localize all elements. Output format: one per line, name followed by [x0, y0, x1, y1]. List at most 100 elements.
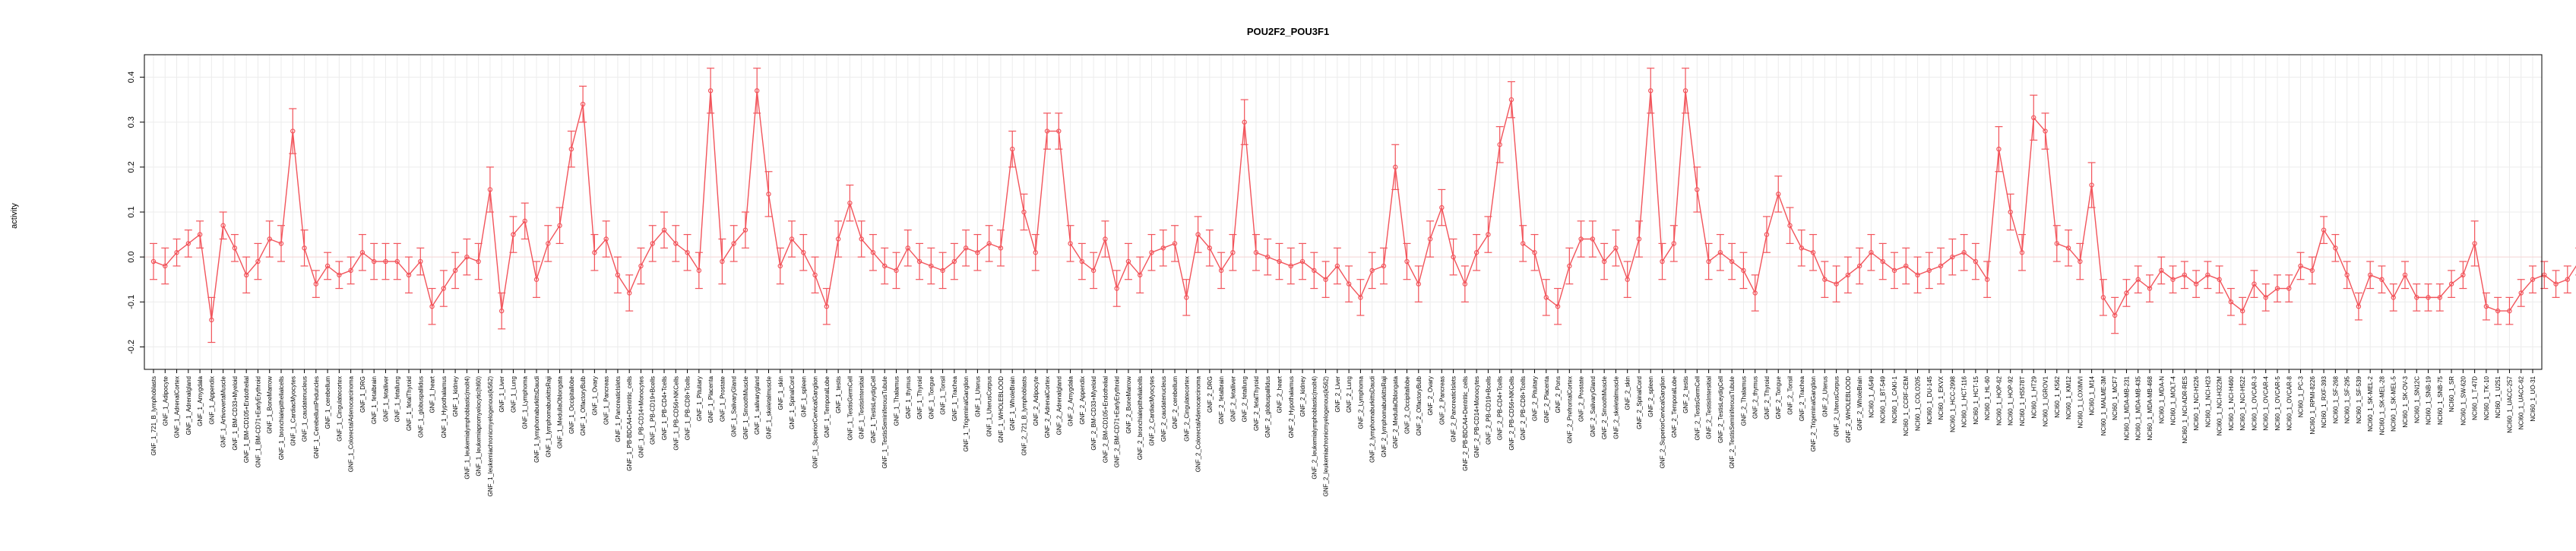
data-point	[498, 308, 505, 314]
data-point	[789, 236, 795, 242]
x-tick-label: GNF_2_Placenta	[1543, 375, 1550, 423]
data-point	[2170, 277, 2176, 282]
x-tick-label: GNF_1_Trachea	[951, 375, 958, 421]
x-tick-label: NCI60_1_HOP-92	[2008, 375, 2014, 425]
x-tick-label: GNF_1_globuspallidus	[417, 376, 424, 438]
x-tick-label: GNF_2_721_B_lymphoblasts	[1021, 376, 1027, 456]
data-point	[870, 250, 876, 255]
x-tick-label: GNF_2_Ovary	[1427, 376, 1434, 416]
x-tick-label: GNF_2_Lymphoma	[1357, 375, 1364, 429]
data-point	[2182, 272, 2188, 277]
data-point	[835, 236, 841, 242]
data-point	[452, 268, 458, 274]
x-tick-label: GNF_2_Trachea	[1799, 375, 1805, 421]
x-tick-label: NCI60_1_HS578T	[2019, 376, 2026, 426]
x-tick-label: GNF_2_fetalliver	[1229, 376, 1236, 422]
x-tick-label: GNF_2_TemporalLobe	[1671, 375, 1678, 437]
x-tick-label: NCI60_1_NCI-H23	[2204, 375, 2211, 427]
data-point	[487, 187, 493, 192]
data-point	[150, 258, 157, 264]
data-point	[1613, 245, 1619, 251]
data-point	[1532, 250, 1537, 255]
data-point	[1822, 277, 1828, 282]
data-point	[1277, 258, 1282, 264]
x-tick-label: GNF_1_TestisSeminiferousTubule	[881, 375, 888, 468]
x-tick-label: GNF_2_OlfactoryBulb	[1416, 375, 1422, 435]
x-tick-label: NCI60_1_PC-3	[2298, 375, 2305, 417]
data-point	[1230, 250, 1236, 255]
x-tick-label: GNF_2_TestisGermCell	[1694, 376, 1701, 441]
data-point	[1660, 258, 1665, 264]
x-tick-label: GNF_1_caudatenucleus	[302, 376, 309, 442]
x-tick-label: GNF_1_lymphomaburkittsDaudi	[533, 376, 540, 463]
data-point	[1253, 250, 1259, 255]
x-tick-label: GNF_1_spleen	[800, 376, 807, 417]
x-tick-label: GNF_1_Amygdala	[197, 375, 204, 426]
x-tick-label: GNF_1_fetallung	[394, 376, 401, 422]
x-tick-label: GNF_2_ColorectalAdenocarcinoma	[1195, 375, 1202, 472]
data-point	[1138, 272, 1143, 277]
data-point	[2460, 272, 2466, 277]
x-tick-label: GNF_2_Hypothalamus	[1288, 376, 1295, 438]
data-point	[1810, 250, 1816, 255]
data-point	[2426, 295, 2431, 300]
x-tick-label: GNF_1_UterusCorpus	[986, 376, 993, 437]
x-tick-label: GNF_2_Pancreas	[1438, 376, 1445, 425]
data-point	[975, 250, 980, 255]
x-tick-label: NCI60_1_SK-MEL-28	[2378, 375, 2385, 435]
data-point	[1288, 263, 1293, 269]
data-point	[2437, 295, 2443, 300]
x-tick-label: GNF_2_Amygdala	[1068, 375, 1074, 426]
x-tick-label: GNF_1_skeletalmuscle	[765, 375, 772, 439]
x-tick-label: GNF_2_PB-CD4+Tcells	[1497, 376, 1504, 440]
data-point	[278, 241, 284, 246]
x-tick-label: GNF_2_Pituitary	[1532, 376, 1539, 421]
x-tick-label: GNF_1_Hypothalamus	[441, 376, 448, 438]
x-tick-label: GNF_2_leukemiachronicmyelogenous(k562)	[1323, 376, 1330, 497]
x-tick-label: NCI60_1_RPMI-8226	[2309, 375, 2316, 434]
x-tick-label: GNF_1_OlfactoryBulb	[580, 375, 587, 435]
y-tick-label: 0.1	[127, 206, 136, 217]
x-tick-label: NCI60_1_K562	[2054, 375, 2061, 417]
data-point	[1706, 258, 1711, 264]
data-point	[2333, 245, 2338, 251]
data-point	[812, 272, 818, 277]
x-tick-label: GNF_2_bronchialepithelialcells	[1137, 376, 1144, 460]
x-tick-label: NCI60_1_HCT-15	[1973, 375, 1979, 424]
x-tick-label: GNF_2_globuspallidus	[1264, 376, 1271, 438]
data-point	[2135, 277, 2141, 282]
data-point	[1636, 236, 1642, 242]
x-tick-label: GNF_1_Adrenalgland	[185, 376, 192, 435]
data-point	[1381, 263, 1387, 269]
y-tick-label: 0.3	[127, 116, 136, 128]
data-point	[1451, 254, 1456, 260]
x-tick-label: NCI60_1_HCT-116	[1961, 375, 1968, 427]
x-tick-label: GNF_1_Thyroid	[916, 376, 923, 420]
x-tick-label: GNF_1_Thalamus	[893, 376, 900, 426]
x-tick-label: GNF_2_Adipocyte	[1033, 375, 1040, 426]
x-tick-label: NCI60_1_T-47D	[2472, 376, 2479, 420]
data-point	[998, 245, 1004, 251]
data-point	[232, 245, 238, 251]
data-point	[2019, 250, 2025, 255]
x-tick-label: NCI60_1_KM12	[2065, 375, 2072, 419]
data-point	[1880, 258, 1885, 264]
x-tick-label: GNF_1_kidney	[452, 376, 459, 416]
data-point	[859, 236, 864, 242]
data-point	[394, 258, 400, 264]
data-point	[2448, 281, 2454, 287]
data-point	[1508, 97, 1514, 103]
data-point	[1555, 304, 1561, 309]
x-tick-label: NCI60_1_BT-549	[1880, 375, 1887, 423]
data-point	[882, 263, 888, 269]
x-tick-label: GNF_1_SuperiorCervicalGanglion	[812, 376, 819, 468]
x-tick-label: GNF_1_ColorectalAdenocarcinoma	[348, 375, 355, 472]
data-point	[441, 286, 447, 291]
x-tick-label: GNF_2_WHOLEBLOOD	[1845, 376, 1852, 443]
grid	[144, 55, 2542, 369]
x-tick-label: GNF_2_kidney	[1299, 376, 1306, 416]
data-point	[383, 258, 388, 264]
x-tick-label: GNF_2_skeletalmuscle	[1612, 375, 1619, 439]
x-tick-label: GNF_2_PancreaticIslets	[1451, 376, 1457, 442]
